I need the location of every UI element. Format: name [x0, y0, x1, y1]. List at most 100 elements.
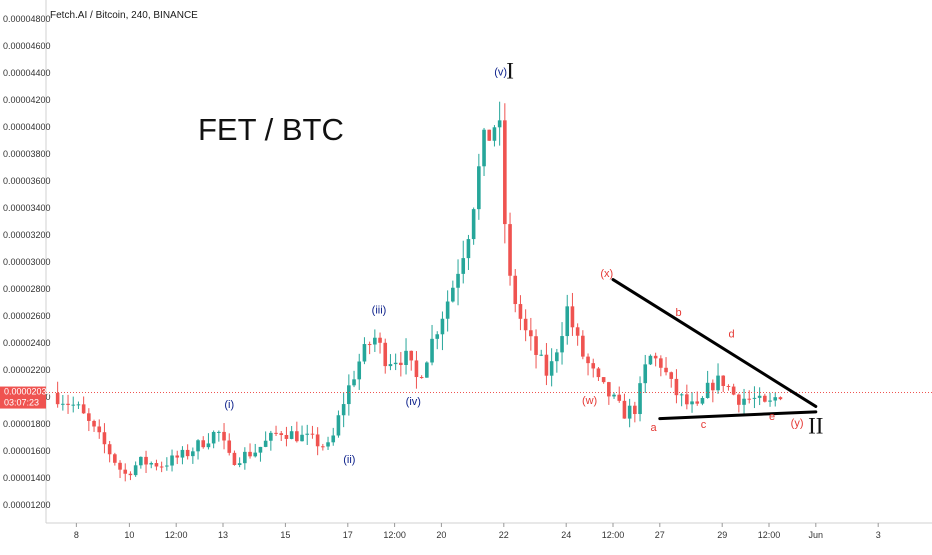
- candle-body: [503, 120, 507, 225]
- candle-body: [165, 465, 169, 467]
- candle-body: [113, 454, 117, 463]
- candle-body: [752, 397, 757, 399]
- candle-body: [731, 386, 736, 395]
- candle-body: [763, 395, 767, 402]
- candle-body: [284, 434, 289, 439]
- x-tick-label: 12:00: [165, 530, 188, 540]
- x-tick-label: 3: [876, 530, 881, 540]
- candle-body: [601, 377, 606, 383]
- candle-body: [191, 451, 195, 457]
- candle-body: [341, 404, 346, 416]
- wave-label: (x): [600, 268, 613, 280]
- wave-label: (iv): [406, 396, 421, 408]
- candle-body: [648, 355, 653, 365]
- candle-body: [737, 394, 741, 405]
- y-tick-label: 0.00004200: [3, 95, 51, 105]
- candle-body: [643, 364, 648, 384]
- candle-body: [201, 440, 206, 448]
- candle-body: [679, 394, 684, 396]
- candle-body: [518, 304, 523, 319]
- candle-body: [175, 455, 180, 458]
- candle-body: [721, 375, 726, 386]
- price-badge: 0.00002033 03:07:23: [0, 386, 52, 409]
- wave-label: (iii): [372, 304, 387, 316]
- candle-body: [778, 397, 783, 400]
- candle-body: [373, 337, 377, 345]
- wave-label: b: [675, 307, 681, 319]
- wave-label: d: [728, 329, 734, 341]
- candle-body: [367, 344, 372, 346]
- candle-body: [357, 361, 362, 380]
- candle-body: [638, 383, 642, 415]
- candle-body: [154, 463, 159, 467]
- wave-label: (ii): [343, 454, 355, 466]
- y-tick-label: 0.00002400: [3, 338, 51, 348]
- x-tick-label: 27: [655, 530, 665, 540]
- y-tick-label: 0.00004400: [3, 68, 51, 78]
- candle-body: [633, 405, 637, 415]
- candle-body: [274, 432, 278, 434]
- y-tick-label: 0.00003600: [3, 176, 51, 186]
- candle-body: [419, 377, 424, 379]
- candle-body: [331, 435, 336, 443]
- wave-label: (y): [791, 418, 804, 430]
- candle-body: [61, 403, 65, 405]
- price-badge-value: 0.00002033: [4, 387, 52, 397]
- price-badge-background: [0, 386, 46, 409]
- candle-body: [716, 375, 720, 391]
- candle-body: [232, 452, 237, 465]
- candle-body: [243, 451, 247, 464]
- candle-body: [581, 335, 585, 357]
- y-tick-label: 0.00003400: [3, 203, 51, 213]
- y-tick-label: 0.00002600: [3, 311, 51, 321]
- candle-body: [461, 258, 466, 274]
- candle-body: [612, 394, 616, 397]
- candle-body: [425, 362, 429, 378]
- candle-body: [705, 382, 710, 399]
- candle-body: [513, 275, 518, 305]
- candle-body: [362, 344, 367, 362]
- x-tick-label: 8: [74, 530, 79, 540]
- candle-body: [222, 431, 226, 441]
- x-tick-label: 12:00: [383, 530, 406, 540]
- candle-body: [352, 379, 356, 386]
- y-tick-label: 0.00003800: [3, 149, 51, 159]
- x-tick-label: Jun: [809, 530, 824, 540]
- candle-body: [263, 440, 268, 447]
- candle-body: [300, 434, 304, 442]
- y-axis-ticks: 0.00004800 0.00004600 0.00004400 0.00004200…: [3, 14, 51, 510]
- candle-body: [555, 352, 559, 362]
- candle-body: [690, 401, 694, 405]
- candle-body: [347, 385, 351, 405]
- candle-body: [711, 382, 715, 391]
- candle-body: [596, 368, 601, 378]
- candle-body: [170, 455, 174, 466]
- wave-degree-label: II: [808, 413, 823, 438]
- candle-body: [71, 404, 76, 406]
- candle-body: [258, 446, 263, 453]
- x-tick-label: 12:00: [602, 530, 625, 540]
- y-tick-label: 0.00001400: [3, 473, 51, 483]
- x-tick-label: 22: [499, 530, 509, 540]
- candle-body: [289, 431, 294, 439]
- candle-body: [237, 463, 242, 465]
- chart-title: FET / BTC: [198, 112, 344, 147]
- candle-body: [742, 398, 746, 405]
- candle-body: [565, 306, 570, 337]
- candle-body: [123, 469, 128, 474]
- candle-body: [399, 362, 403, 365]
- candle-body: [66, 403, 70, 405]
- candle-body: [388, 364, 393, 367]
- candle-body: [279, 433, 284, 435]
- candle-body: [627, 405, 632, 419]
- candle-body: [607, 382, 611, 397]
- x-tick-label: 15: [280, 530, 290, 540]
- candle-body: [180, 449, 185, 458]
- y-tick-label: 0.00001600: [3, 446, 51, 456]
- candle-body: [617, 394, 622, 401]
- candle-body: [768, 400, 772, 402]
- candle-body: [575, 327, 580, 336]
- y-tick-label: 0.00002800: [3, 284, 51, 294]
- candle-body: [674, 378, 679, 396]
- candle-body: [471, 209, 476, 240]
